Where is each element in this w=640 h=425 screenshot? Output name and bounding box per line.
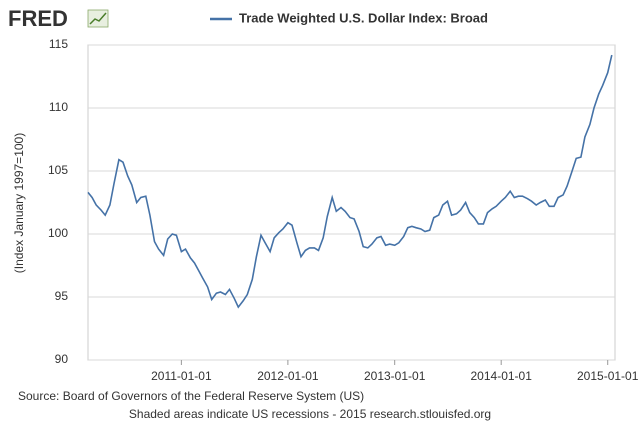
plot-area	[87, 44, 616, 361]
y-tick-label: 105	[48, 163, 68, 177]
x-tick-label: 2015-01-01	[577, 369, 639, 383]
y-tick-label: 115	[49, 37, 68, 51]
source: Source: Board of Governors of the Federa…	[18, 389, 364, 403]
y-tick-label: 110	[49, 100, 68, 114]
x-tick-label: 2011-01-01	[151, 369, 212, 383]
x-tick-label: 2012-01-01	[257, 369, 319, 383]
logo-icon	[87, 9, 109, 28]
note: Shaded areas indicate US recessions - 20…	[129, 407, 491, 421]
y-tick-label: 100	[48, 226, 68, 240]
legend-label: Trade Weighted U.S. Dollar Index: Broad	[239, 10, 488, 25]
logo: FRED	[8, 6, 68, 31]
y-tick-label: 90	[55, 352, 69, 366]
x-tick-label: 2013-01-01	[364, 369, 426, 383]
y-tick-label: 95	[55, 289, 69, 303]
series-line	[87, 54, 613, 309]
x-tick-label: 2014-01-01	[471, 369, 533, 383]
y-axis-label: (Index January 1997=100)	[12, 133, 26, 273]
